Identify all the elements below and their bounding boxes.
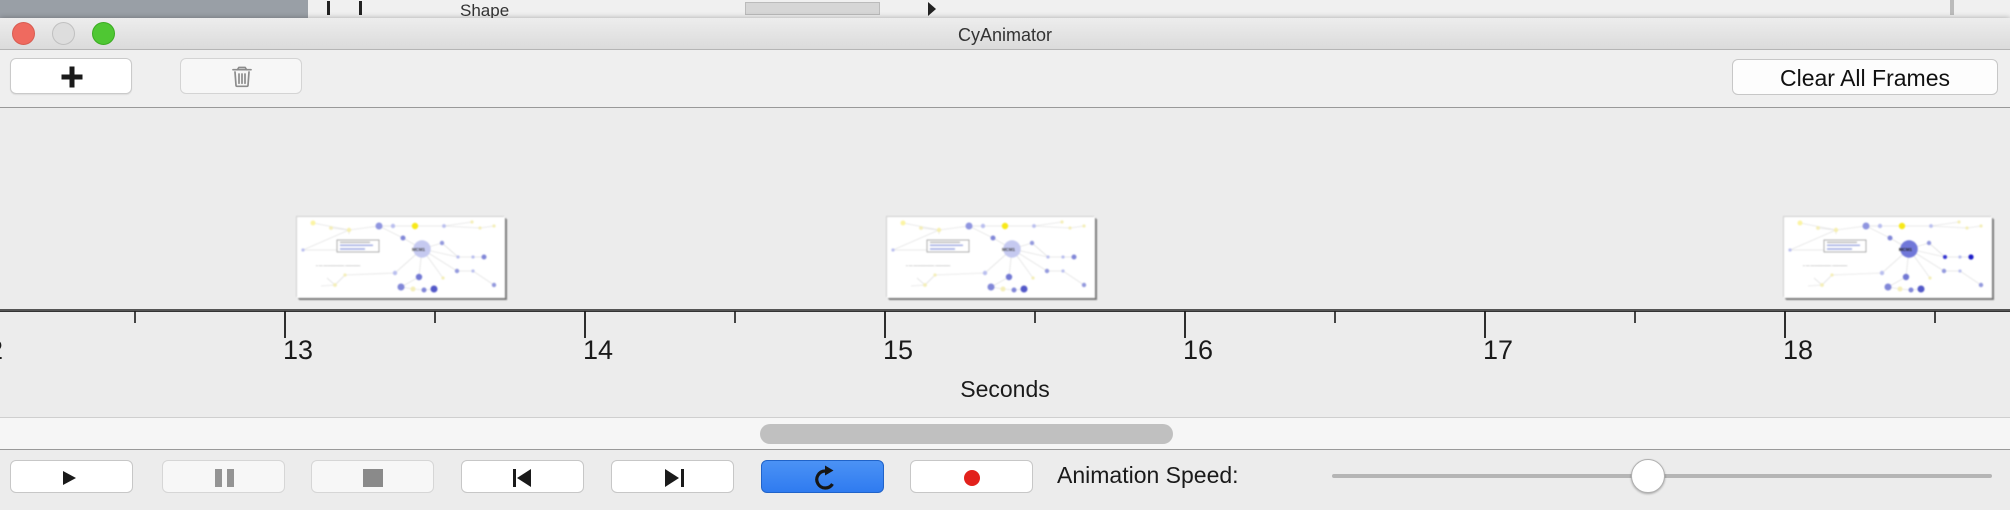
svg-text:MCM1: MCM1	[1899, 247, 1912, 252]
